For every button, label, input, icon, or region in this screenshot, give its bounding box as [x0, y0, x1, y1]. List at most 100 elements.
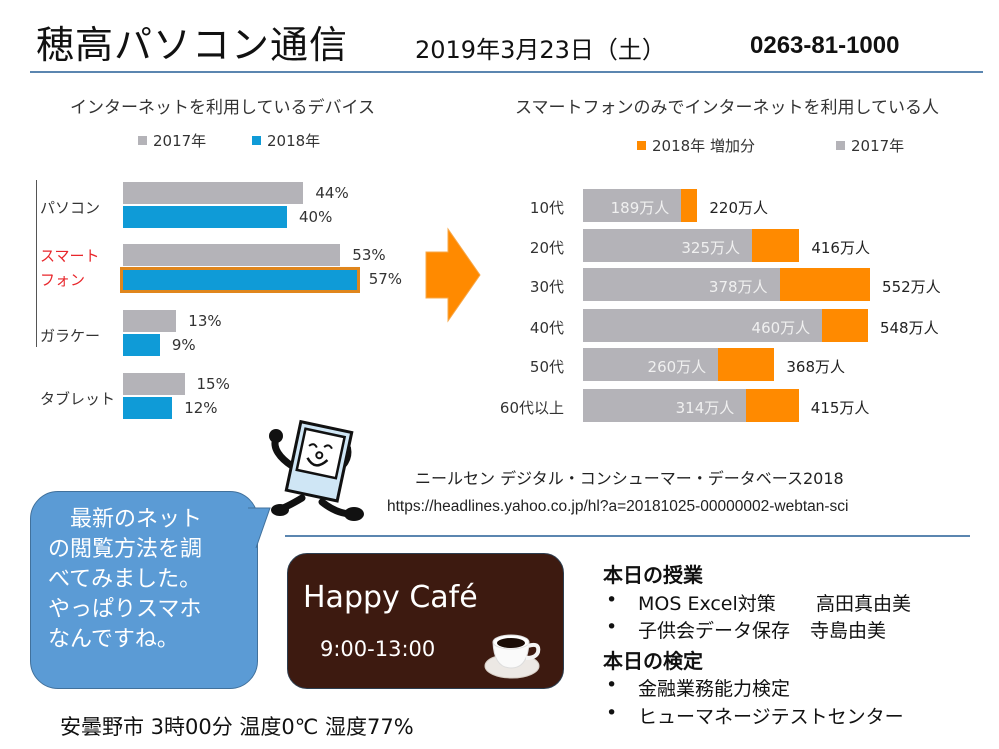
category-label: 30代 — [529, 278, 564, 296]
bar-value-label: 189万人 — [610, 199, 670, 217]
header-divider — [30, 71, 983, 73]
class-teacher: 高田真由美 — [816, 593, 912, 615]
bar-2017 — [583, 309, 823, 342]
category-label-line: パソコン — [40, 199, 101, 217]
bubble-line: 最新のネット — [48, 507, 203, 532]
class-course: MOS Excel対策 — [638, 593, 776, 615]
class-item: • 子供会データ保存 寺島由美 — [606, 616, 886, 643]
bar-2017 — [123, 244, 341, 266]
total-label: 220万人 — [709, 199, 769, 217]
total-label: 416万人 — [811, 239, 870, 257]
speech-bubble — [30, 491, 258, 689]
cafe-hours: 9:00-13:00 — [320, 637, 436, 661]
legend-item-2018: 2018年 — [252, 130, 320, 151]
bar-2017 — [583, 348, 719, 381]
exam-name: 金融業務能力検定 — [638, 678, 791, 700]
chart-title: インターネットを利用しているデバイス — [70, 98, 375, 118]
bar-2018 — [123, 397, 173, 419]
legend-swatch-gray — [138, 136, 147, 145]
exam-name: ヒューマネージテストセンター — [638, 706, 904, 728]
value-label: 44% — [315, 184, 349, 202]
classes-heading: 本日の授業 — [603, 563, 703, 587]
class-item: • MOS Excel対策 高田真由美 — [606, 589, 911, 616]
total-label: 548万人 — [879, 319, 939, 337]
value-label: 15% — [196, 375, 230, 393]
bar-2017 — [123, 373, 185, 395]
bubble-line: やっぱりスマホ — [48, 597, 202, 622]
bar-2017 — [123, 182, 304, 204]
category-label: 50代 — [529, 358, 564, 376]
bar-2017 — [583, 268, 780, 301]
bar-2018 — [120, 267, 360, 293]
legend-swatch-gray — [836, 141, 845, 150]
category-label-line: ガラケー — [40, 327, 101, 345]
legend-label: 2018年 — [267, 132, 321, 150]
category-label: ガラケー — [40, 324, 106, 348]
bar-2017 — [123, 310, 177, 332]
value-label: 12% — [184, 399, 218, 417]
value-label: 53% — [352, 246, 386, 264]
bar-2018-increase — [779, 268, 871, 301]
bar-value-label: 460万人 — [751, 319, 811, 337]
value-label: 13% — [188, 312, 222, 330]
speech-bubble-text: 最新のネット の閲覧方法を調 べてみました。 やっぱりスマホ なんですね。 — [48, 505, 248, 655]
bar-2017 — [583, 189, 682, 222]
total-label: 415万人 — [810, 399, 870, 417]
cafe-title: Happy Café — [303, 580, 478, 615]
weather-footer: 安曇野市 3時00分 温度0℃ 湿度77% — [60, 715, 414, 739]
category-label: パソコン — [40, 196, 106, 220]
value-label: 9% — [171, 336, 196, 354]
bar-value-label: 325万人 — [681, 239, 740, 257]
category-label: 40代 — [529, 319, 564, 337]
bar-value-label: 314万人 — [675, 399, 735, 417]
bar-2018-increase — [752, 229, 800, 262]
value-label: 40% — [299, 208, 333, 226]
chart-title: スマートフォンのみでインターネットを利用している人 — [515, 98, 939, 118]
exam-item: • ヒューマネージテストセンター — [606, 702, 904, 729]
bar-value-label: 378万人 — [708, 278, 768, 296]
category-label: 60代以上 — [499, 399, 564, 417]
total-label: 368万人 — [786, 358, 845, 376]
category-label: スマート フォン — [40, 244, 106, 292]
bubble-line: の閲覧方法を調 — [48, 537, 203, 562]
legend-label: 2017年 — [851, 137, 905, 155]
issue-date: 2019年3月23日（土） — [415, 36, 666, 64]
data-source: ニールセン デジタル・コンシューマー・データベース2018 — [415, 469, 844, 488]
legend-swatch-blue — [252, 136, 261, 145]
coffee-cup-icon — [484, 634, 541, 679]
bar-2017 — [583, 229, 752, 262]
category-label: タブレット — [40, 387, 116, 411]
legend-item-increase: 2018年 増加分 — [637, 135, 755, 156]
bullet: • — [606, 616, 618, 638]
exam-item: • 金融業務能力検定 — [606, 674, 790, 701]
bullet: • — [606, 674, 618, 696]
bar-2018-increase — [681, 189, 698, 222]
exams-heading: 本日の検定 — [603, 649, 703, 673]
category-label: 20代 — [529, 239, 564, 257]
category-label: 10代 — [529, 199, 564, 217]
section-divider — [285, 535, 970, 537]
chart-axis — [36, 180, 37, 347]
bar-2017 — [583, 389, 747, 422]
category-label-line: スマート — [40, 247, 100, 265]
bar-2018 — [123, 206, 287, 228]
legend-label: 2018年 増加分 — [652, 137, 755, 155]
value-label: 57% — [368, 270, 403, 288]
page-title: 穂高パソコン通信 — [36, 23, 349, 67]
legend-label: 2017年 — [153, 132, 207, 150]
source-url[interactable]: https://headlines.yahoo.co.jp/hl?a=20181… — [387, 498, 849, 515]
legend-swatch-orange — [637, 141, 646, 150]
bullet: • — [606, 702, 618, 724]
bubble-line: べてみました。 — [48, 567, 202, 592]
bar-value-label: 260万人 — [647, 358, 707, 376]
bullet: • — [606, 589, 618, 611]
bar-2018-increase — [718, 348, 775, 381]
speech-bubble-tail — [248, 507, 271, 549]
phone-number: 0263-81-1000 — [750, 32, 900, 59]
category-label-line: フォン — [40, 271, 86, 289]
bar-2018-increase — [822, 309, 868, 342]
total-label: 552万人 — [882, 278, 941, 296]
legend-item-2017: 2017年 — [138, 130, 206, 151]
category-label-line: タブレット — [40, 390, 116, 408]
bar-2018-increase — [746, 389, 799, 422]
